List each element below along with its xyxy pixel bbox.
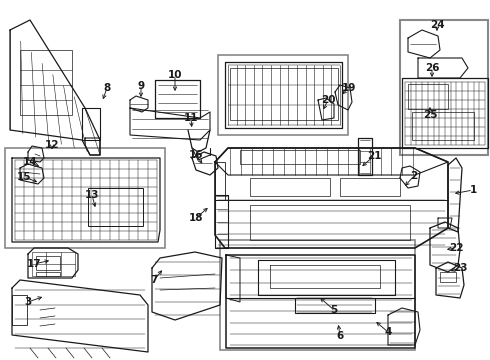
Text: 21: 21 (367, 151, 381, 161)
Text: 25: 25 (423, 110, 437, 120)
Bar (240, 150, 360, 164)
Bar (440, 272, 456, 282)
Text: 17: 17 (26, 259, 41, 269)
Text: 8: 8 (103, 83, 111, 93)
Text: 2: 2 (411, 171, 417, 181)
Text: 20: 20 (321, 95, 335, 105)
Text: 5: 5 (330, 305, 338, 315)
Bar (230, 68, 338, 120)
Bar (340, 178, 400, 196)
Text: 14: 14 (23, 157, 37, 167)
Bar (400, 20, 488, 155)
Bar (5, 148, 165, 248)
Text: 18: 18 (189, 213, 203, 223)
Text: 15: 15 (17, 172, 31, 182)
Text: 7: 7 (150, 275, 158, 285)
Text: 19: 19 (342, 83, 356, 93)
Bar (218, 55, 348, 135)
Text: 12: 12 (45, 140, 59, 150)
Bar (412, 112, 474, 140)
Bar (88, 188, 143, 226)
Bar (36, 256, 60, 270)
Bar (12, 295, 27, 325)
Text: 11: 11 (184, 113, 198, 123)
Text: 9: 9 (137, 81, 145, 91)
Text: 6: 6 (336, 331, 343, 341)
Text: 24: 24 (430, 20, 444, 30)
Bar (220, 240, 415, 350)
Bar (408, 84, 448, 109)
Text: 16: 16 (189, 150, 203, 160)
Bar (295, 298, 375, 313)
Bar (250, 205, 410, 240)
Text: 26: 26 (425, 63, 439, 73)
Bar (36, 272, 60, 276)
Bar (20, 50, 72, 115)
Text: 10: 10 (168, 70, 182, 80)
Text: 1: 1 (469, 185, 477, 195)
Bar (250, 178, 330, 196)
Text: 23: 23 (453, 263, 467, 273)
Text: 22: 22 (449, 243, 463, 253)
Text: 13: 13 (85, 190, 99, 200)
Text: 3: 3 (24, 297, 32, 307)
Text: 4: 4 (384, 327, 392, 337)
